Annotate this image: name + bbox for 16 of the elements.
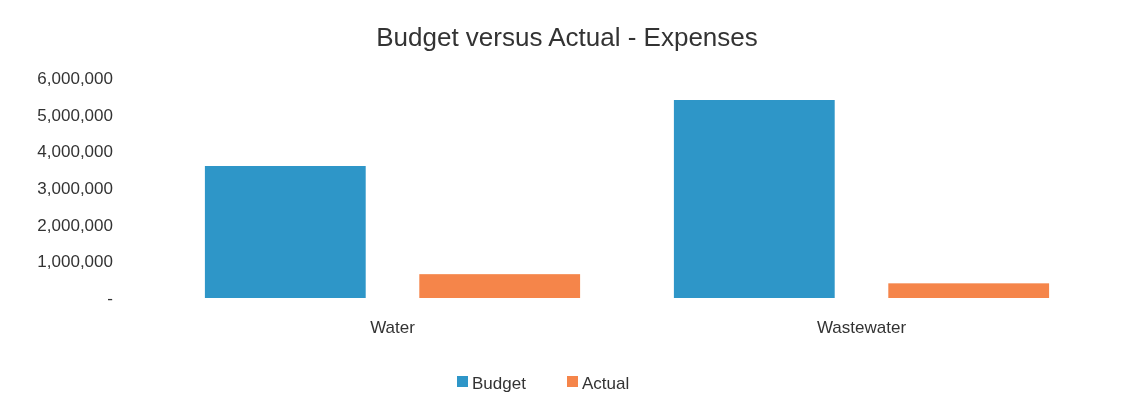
chart-title: Budget versus Actual - Expenses <box>376 22 758 52</box>
bar <box>419 274 581 298</box>
y-tick-label: 2,000,000 <box>37 215 113 235</box>
legend-label: Actual <box>582 373 630 393</box>
legend-label: Budget <box>472 373 527 393</box>
y-tick-label: 1,000,000 <box>37 252 113 272</box>
y-tick-label: 5,000,000 <box>37 105 113 125</box>
y-tick-label: - <box>107 288 113 308</box>
y-tick-label: 4,000,000 <box>37 142 113 162</box>
y-tick-label: 6,000,000 <box>37 68 113 88</box>
bar <box>204 166 366 298</box>
x-tick-label: Wastewater <box>816 318 907 337</box>
y-tick-label: 3,000,000 <box>37 178 113 198</box>
x-tick-label: Water <box>370 318 416 337</box>
bar <box>673 100 835 298</box>
bar <box>888 283 1050 298</box>
